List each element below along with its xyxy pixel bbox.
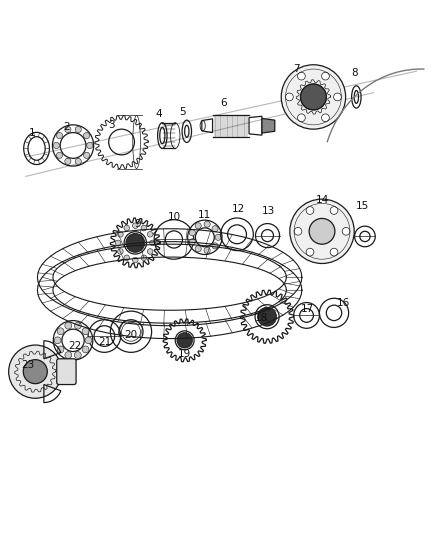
Circle shape [85, 337, 92, 344]
Circle shape [300, 84, 326, 110]
Circle shape [65, 322, 72, 329]
Circle shape [141, 225, 147, 231]
Circle shape [57, 328, 64, 335]
Circle shape [65, 158, 71, 165]
Text: 3: 3 [108, 120, 115, 130]
Circle shape [300, 84, 326, 110]
Text: 2: 2 [64, 122, 70, 132]
Circle shape [82, 346, 89, 353]
Circle shape [150, 240, 155, 246]
Circle shape [281, 64, 346, 129]
Circle shape [9, 345, 62, 398]
Circle shape [133, 257, 138, 263]
Text: 16: 16 [337, 298, 350, 308]
Circle shape [309, 219, 335, 244]
Circle shape [215, 234, 221, 240]
Circle shape [147, 249, 153, 254]
Circle shape [126, 233, 145, 252]
Circle shape [84, 152, 90, 158]
Text: 10: 10 [167, 212, 180, 222]
Circle shape [65, 352, 72, 359]
Circle shape [306, 248, 314, 256]
Circle shape [212, 243, 218, 249]
Text: 23: 23 [21, 360, 35, 370]
Circle shape [84, 133, 90, 139]
Text: 19: 19 [178, 350, 191, 359]
Circle shape [330, 248, 338, 256]
Text: 9: 9 [134, 219, 141, 229]
Text: 20: 20 [124, 330, 138, 340]
Circle shape [290, 199, 354, 263]
Circle shape [57, 133, 63, 139]
Text: 21: 21 [99, 337, 112, 346]
Circle shape [297, 72, 305, 80]
Circle shape [297, 114, 305, 122]
Circle shape [147, 231, 153, 237]
Circle shape [286, 93, 293, 101]
Text: 6: 6 [220, 99, 226, 108]
Text: 4: 4 [155, 109, 162, 119]
Circle shape [74, 352, 81, 359]
Circle shape [23, 360, 47, 384]
Text: 12: 12 [232, 204, 245, 214]
Text: 15: 15 [356, 201, 369, 212]
Text: 5: 5 [179, 107, 186, 117]
Text: 8: 8 [351, 68, 357, 78]
Circle shape [189, 230, 195, 236]
Polygon shape [262, 118, 275, 133]
Circle shape [65, 126, 71, 133]
Circle shape [57, 346, 64, 353]
Circle shape [115, 240, 121, 246]
Circle shape [212, 225, 218, 232]
Text: 22: 22 [69, 341, 82, 351]
Text: 17: 17 [300, 304, 314, 314]
Circle shape [195, 246, 201, 252]
Circle shape [141, 255, 147, 261]
Circle shape [330, 207, 338, 214]
Circle shape [204, 221, 210, 227]
Circle shape [124, 255, 130, 261]
Circle shape [82, 328, 89, 335]
Circle shape [118, 231, 123, 237]
Circle shape [54, 337, 61, 344]
Circle shape [195, 223, 201, 229]
Circle shape [53, 142, 60, 149]
FancyBboxPatch shape [57, 359, 76, 384]
Text: 18: 18 [255, 313, 268, 323]
Circle shape [57, 152, 63, 158]
Text: 14: 14 [315, 195, 328, 205]
Circle shape [74, 322, 81, 329]
Circle shape [189, 239, 195, 245]
Circle shape [321, 72, 329, 80]
Circle shape [204, 247, 210, 254]
Circle shape [306, 207, 314, 214]
Circle shape [321, 114, 329, 122]
Circle shape [342, 228, 350, 235]
Circle shape [334, 93, 341, 101]
Circle shape [118, 249, 123, 254]
Text: 1: 1 [29, 128, 35, 139]
Circle shape [177, 333, 192, 348]
Circle shape [87, 142, 93, 149]
Text: 7: 7 [293, 64, 300, 74]
Text: 13: 13 [262, 206, 275, 216]
Circle shape [75, 158, 81, 165]
Circle shape [258, 308, 276, 326]
Circle shape [124, 225, 130, 231]
Circle shape [133, 223, 138, 229]
Text: 11: 11 [198, 210, 211, 220]
Circle shape [75, 126, 81, 133]
Circle shape [294, 228, 302, 235]
